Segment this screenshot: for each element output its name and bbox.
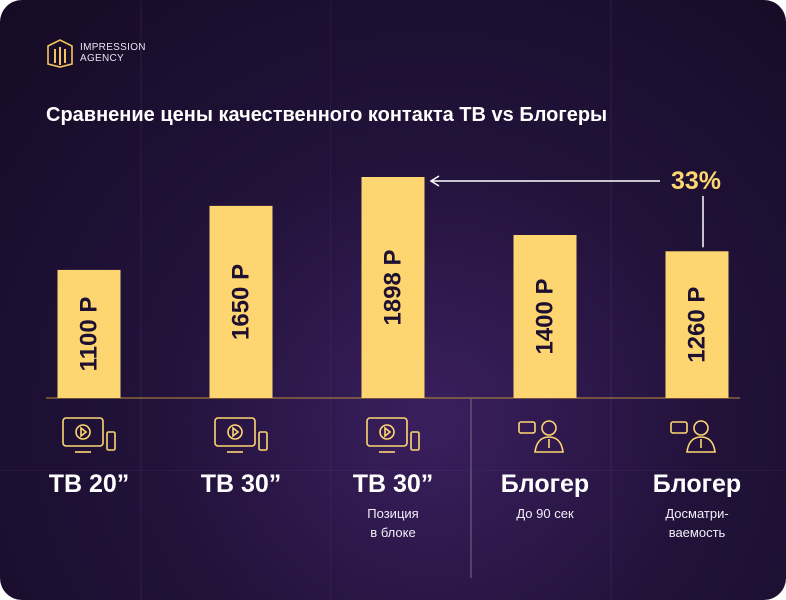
category-note-line: Досматри- [665,506,729,521]
category-note-line: в блоке [370,525,416,540]
annotation-arrowhead [429,175,440,187]
bar-5 [665,251,729,398]
bar-value-label: 1100 Р [76,297,103,372]
category-label: ТВ 30” [171,470,311,498]
tv-icon [62,417,116,453]
tv-icon [366,417,420,453]
bar-2 [209,205,273,398]
bar-value-label: 1260 Р [684,287,711,363]
brand-line-2: AGENCY [80,53,125,64]
category-label: Блогер До 90 сек [475,470,615,523]
chart-title: Сравнение цены качественного контакта ТВ… [46,104,608,126]
category-name: ТВ 30” [200,470,282,498]
category-name: ТВ 30” [352,470,434,498]
category-name: Блогер [500,470,590,498]
bar-value-label: 1898 Р [380,249,407,325]
category-name: Блогер [652,470,742,498]
category-note-line: Позиция [367,506,419,521]
brand-line-1: IMPRESSION [80,42,146,53]
logo-icon [47,39,73,68]
bar-value-label: 1400 Р [532,278,559,354]
category-note-line: До 90 сек [516,506,574,521]
bar-value-label: 1650 Р [228,264,255,340]
category-note: Позиция в блоке [323,504,463,542]
category-label: Блогер Досматри-ваемость [627,470,767,542]
category-note: Досматри-ваемость [627,504,767,542]
blogger-icon [670,420,716,453]
tv-icon [214,417,268,453]
category-name: ТВ 20” [48,470,130,498]
category-label: ТВ 30” Позиция в блоке [323,470,463,542]
category-note-line: ваемость [668,525,726,540]
annotation-label: 33% [671,167,721,195]
bar-4 [513,234,577,398]
brand-name: IMPRESSION AGENCY [80,42,146,64]
category-label: ТВ 20” [19,470,159,498]
category-note: До 90 сек [475,504,615,523]
blogger-icon [518,420,564,453]
bar-1 [57,269,121,398]
bar-3 [361,177,425,398]
